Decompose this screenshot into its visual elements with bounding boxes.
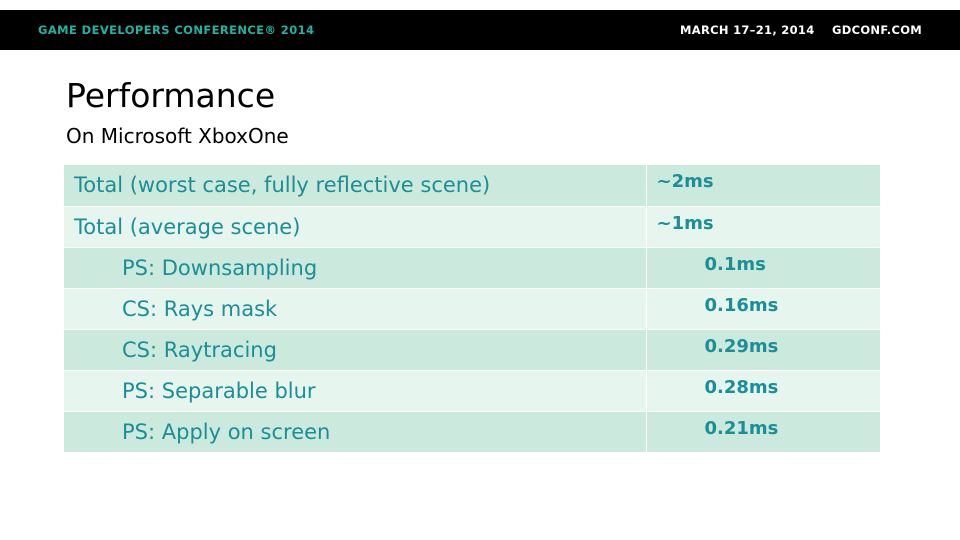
table-row: Total (average scene) ~1ms [64, 205, 880, 247]
table-row: PS: Separable blur 0.28ms [64, 369, 880, 411]
row-label: Total (average scene) [64, 205, 647, 247]
slide-title: Performance [66, 76, 276, 115]
row-value: 0.29ms [646, 328, 880, 370]
table-row: PS: Downsampling 0.1ms [64, 246, 880, 288]
slide-subtitle: On Microsoft XboxOne [66, 124, 289, 148]
conference-header-bar: GAME DEVELOPERS CONFERENCE® 2014 MARCH 1… [0, 10, 960, 50]
row-label: PS: Separable blur [64, 369, 647, 411]
conference-url: GDCONF.COM [832, 23, 923, 37]
conference-name: GAME DEVELOPERS CONFERENCE® 2014 [38, 23, 315, 37]
conference-dates: MARCH 17–21, 2014 [680, 23, 815, 37]
row-label: CS: Raytracing [64, 328, 647, 370]
row-label: CS: Rays mask [64, 287, 647, 329]
row-value: 0.28ms [646, 369, 880, 411]
table-row: Total (worst case, fully reflective scen… [64, 165, 880, 206]
row-label: PS: Apply on screen [64, 410, 647, 452]
row-value: 0.1ms [646, 246, 880, 288]
row-value: ~2ms [646, 165, 880, 206]
row-value: 0.16ms [646, 287, 880, 329]
table-row: PS: Apply on screen 0.21ms [64, 410, 880, 452]
row-label: PS: Downsampling [64, 246, 647, 288]
performance-table: Total (worst case, fully reflective scen… [64, 165, 880, 452]
row-value: ~1ms [646, 205, 880, 247]
table-row: CS: Rays mask 0.16ms [64, 287, 880, 329]
row-value: 0.21ms [646, 410, 880, 452]
table-row: CS: Raytracing 0.29ms [64, 328, 880, 370]
row-label: Total (worst case, fully reflective scen… [64, 165, 647, 206]
